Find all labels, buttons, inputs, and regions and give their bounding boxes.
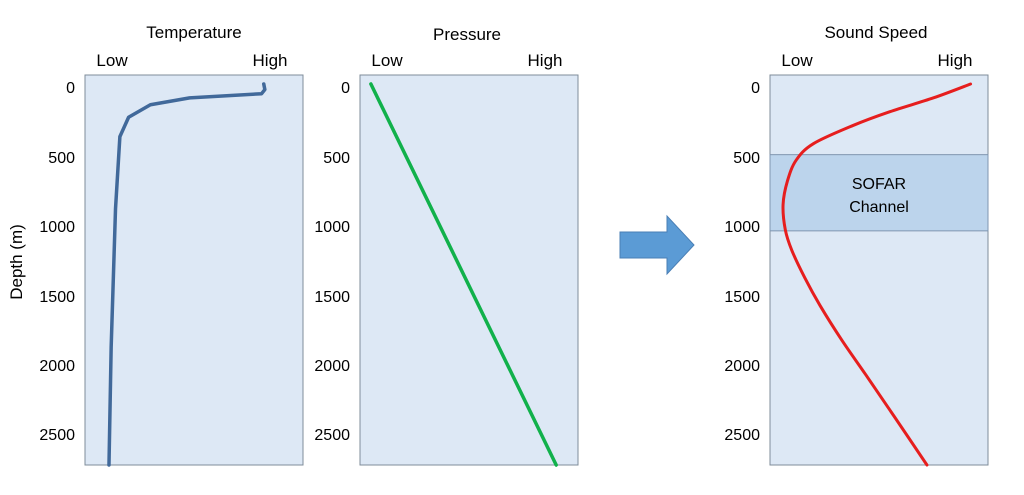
pressure-high-label: High	[528, 51, 563, 70]
pressure-depth-ticks: 0 500 1000 1500 2000 2500	[314, 80, 350, 444]
depth-tick-label: 1000	[314, 219, 350, 236]
sofar-channel-label-line2: Channel	[849, 199, 909, 216]
pressure-plot-area	[359, 74, 579, 466]
depth-tick-label: 0	[66, 80, 75, 97]
pressure-title: Pressure	[433, 25, 501, 44]
pressure-line	[369, 82, 558, 467]
depth-tick-label: 500	[323, 150, 350, 167]
sofar-channel-label-line1: SOFAR	[852, 176, 906, 193]
sound-speed-depth-ticks: 0 500 1000 1500 2000 2500	[724, 80, 760, 444]
depth-tick-label: 1500	[39, 289, 75, 306]
pressure-panel: Pressure Low High 0 500 1000 1500 2000 2…	[314, 25, 579, 467]
depth-tick-label: 500	[48, 150, 75, 167]
temperature-plot-area	[84, 74, 304, 466]
depth-tick-label: 0	[751, 80, 760, 97]
sofar-channel-band	[769, 154, 989, 232]
temperature-title: Temperature	[146, 23, 241, 42]
temperature-panel: Temperature Low High 0 500 1000 1500 200…	[39, 23, 304, 467]
depth-tick-label: 1500	[314, 289, 350, 306]
sound-speed-line	[781, 82, 973, 467]
depth-tick-label: 1500	[724, 289, 760, 306]
pressure-low-label: Low	[371, 51, 403, 70]
sound-speed-title: Sound Speed	[824, 23, 927, 42]
sound-speed-high-label: High	[938, 51, 973, 70]
depth-tick-label: 2500	[39, 427, 75, 444]
depth-tick-label: 500	[733, 150, 760, 167]
right-block-arrow-icon	[619, 214, 695, 276]
temperature-high-label: High	[253, 51, 288, 70]
depth-tick-label: 2000	[724, 358, 760, 375]
temperature-low-label: Low	[96, 51, 128, 70]
sound-speed-panel: SOFAR Channel Sound Speed Low High 0 500…	[724, 23, 989, 467]
sound-speed-plot-area	[769, 74, 989, 466]
depth-tick-label: 2500	[314, 427, 350, 444]
y-axis-label: Depth (m)	[7, 224, 26, 300]
depth-tick-label: 1000	[39, 219, 75, 236]
depth-tick-label: 0	[341, 80, 350, 97]
sound-speed-low-label: Low	[781, 51, 813, 70]
depth-tick-label: 2000	[39, 358, 75, 375]
depth-tick-label: 2000	[314, 358, 350, 375]
temperature-depth-ticks: 0 500 1000 1500 2000 2500	[39, 80, 75, 444]
depth-tick-label: 2500	[724, 427, 760, 444]
temperature-line	[107, 82, 267, 467]
depth-tick-label: 1000	[724, 219, 760, 236]
